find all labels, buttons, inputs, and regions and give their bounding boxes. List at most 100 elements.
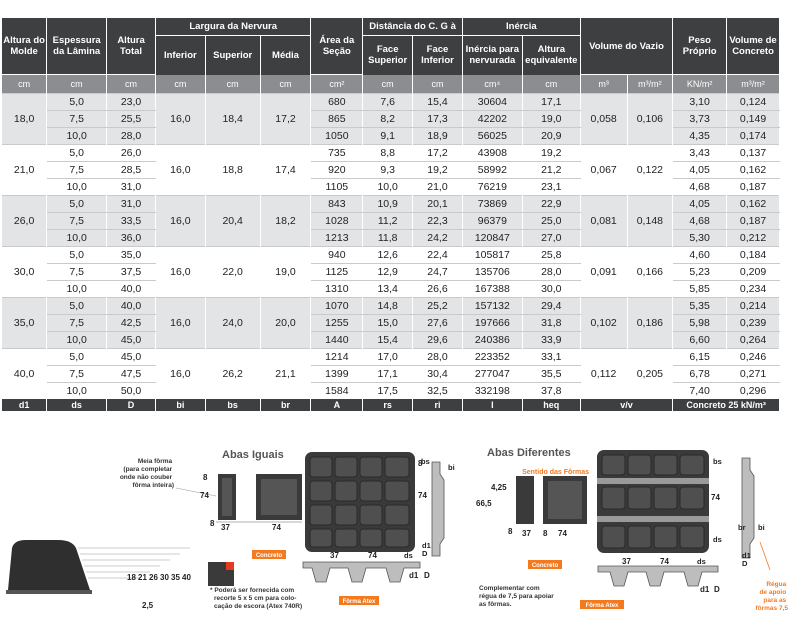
table-cell: 7,40 <box>672 382 728 399</box>
table-cell: 0,091 <box>580 246 628 298</box>
height-label: 21 <box>138 573 147 582</box>
dim-74-left: 74 <box>200 491 209 500</box>
unit-cell: m³ <box>580 74 628 94</box>
table-cell: 5,98 <box>672 314 728 332</box>
table-cell: 22,0 <box>205 246 261 298</box>
table-cell: 17,3 <box>412 110 463 128</box>
table-cell: 3,10 <box>672 93 728 111</box>
header-row-2: Inferior Superior Média Face Superior Fa… <box>2 35 780 75</box>
table-cell: 28,5 <box>106 161 156 179</box>
table-cell: 0,239 <box>726 314 780 332</box>
dim-8-left-top: 8 <box>203 473 208 482</box>
table-cell: 16,0 <box>155 93 206 145</box>
height-label: 30 <box>160 573 169 582</box>
table-cell: 277047 <box>462 365 523 383</box>
form-side-base <box>6 590 92 594</box>
table-cell: 865 <box>310 110 364 128</box>
table-cell: 0,234 <box>726 280 780 298</box>
table-cell: 940 <box>310 246 364 264</box>
table-cell: 18,8 <box>205 144 261 196</box>
table-cell: 42,5 <box>106 314 156 332</box>
symbol-cell: D <box>106 399 156 411</box>
col-altura-molde: Altura do Molde <box>2 18 48 75</box>
table-cell: 0,081 <box>580 195 628 247</box>
table-cell: 8,2 <box>362 110 414 128</box>
table-cell: 37,8 <box>522 382 581 399</box>
table-cell: 0,102 <box>580 297 628 349</box>
table-cell: 30604 <box>462 93 523 111</box>
dim-8-left-bottom: 8 <box>210 519 215 528</box>
table-cell: 32,5 <box>412 382 463 399</box>
table-row: 7,5 47,5 1399 17,1 30,4 277047 35,5 6,78 0,271 <box>2 365 780 383</box>
table-cell: 0,186 <box>627 297 674 349</box>
lbl-bi-right: bi <box>758 523 765 532</box>
table-cell: 0,162 <box>726 195 780 213</box>
table-cell: 18,0 <box>2 93 48 145</box>
table-cell: 0,296 <box>726 382 780 399</box>
table-cell: 73869 <box>462 195 523 213</box>
lbl-bs-right: bs <box>713 457 722 466</box>
table-cell: 0,184 <box>726 246 780 264</box>
table-cell: 16,0 <box>155 297 206 349</box>
unit-cell: cm <box>155 74 206 94</box>
height-label: 26 <box>149 573 158 582</box>
table-cell: 26,0 <box>106 144 156 162</box>
table-cell: 19,2 <box>412 161 463 179</box>
table-cell: 197666 <box>462 314 523 332</box>
table-cell: 0,174 <box>726 127 780 145</box>
table-row: 35,0 5,0 40,0 16,0 24,0 20,0 1070 14,8 25,2 15713… <box>2 297 780 349</box>
table-cell: 20,4 <box>205 195 261 247</box>
half-form-right <box>516 476 534 524</box>
table-cell: 10,0 <box>46 178 108 196</box>
col-espessura-lamina: Espessura da Lâmina <box>46 18 108 75</box>
table-cell: 33,5 <box>106 212 156 230</box>
dim-4-25: 4,25 <box>491 483 507 492</box>
col-media: Média <box>260 35 312 75</box>
regua-note: Régua de apoio para as fôrmas 7,5 <box>755 581 788 612</box>
table-cell: 28,0 <box>106 127 156 145</box>
table-cell: 0,137 <box>726 144 780 162</box>
lbl-D-slab-left: D <box>424 571 430 580</box>
table-cell: 17,0 <box>362 348 414 366</box>
table-cell: 10,0 <box>362 178 414 196</box>
table-cell: 21,0 <box>412 178 463 196</box>
symbol-cell: v/v <box>580 399 674 411</box>
table-cell: 1125 <box>310 263 364 281</box>
table-row: 26,0 5,0 31,0 16,0 20,4 18,2 843 10,9 20,1 73869 2… <box>2 195 780 247</box>
table-cell: 0,271 <box>726 365 780 383</box>
symbol-cell: A <box>310 399 364 411</box>
lbl-ds-left: ds <box>404 551 413 560</box>
table-cell: 12,6 <box>362 246 414 264</box>
table-cell: 0,264 <box>726 331 780 349</box>
table-cell: 50,0 <box>106 382 156 399</box>
table-cell: 42202 <box>462 110 523 128</box>
table-cell: 17,5 <box>362 382 414 399</box>
table-cell: 11,8 <box>362 229 414 247</box>
lbl-d1-left: d1 <box>422 541 431 550</box>
rib-profile-right <box>741 457 755 559</box>
table-cell: 31,0 <box>106 195 156 213</box>
callout-concreto-left-text: Concreto <box>256 553 283 559</box>
callout-forma-atex-left-text: Fôrma Atex <box>343 599 376 605</box>
table-cell: 5,0 <box>46 93 108 111</box>
unit-cell: cm <box>205 74 261 94</box>
table-row: 10,0 40,0 1310 13,4 26,6 167388 30,0 5,85 0,234 <box>2 280 780 298</box>
table-cell: 135706 <box>462 263 523 281</box>
table-cell: 12,9 <box>362 263 414 281</box>
table-cell: 0,187 <box>726 212 780 230</box>
lbl-ds-slab-right: ds <box>697 557 706 566</box>
table-row: 21,0 5,0 26,0 16,0 18,8 17,4 735 8,8 17,2 43908 19… <box>2 144 780 196</box>
lbl-D-left: D <box>422 549 428 558</box>
table-cell: 45,0 <box>106 348 156 366</box>
callout-concreto-right-text: Concreto <box>532 563 559 569</box>
table-cell: 24,2 <box>412 229 463 247</box>
callout-forma-atex-right <box>580 600 624 609</box>
table-row: 18,0 5,0 23,0 16,0 18,4 17,2 680 7,6 15,4 30604 17… <box>2 93 780 145</box>
table-cell: 680 <box>310 93 364 111</box>
table-cell: 5,23 <box>672 263 728 281</box>
table-cell: 8,8 <box>362 144 414 162</box>
lbl-D-right: D <box>742 559 748 568</box>
table-cell: 843 <box>310 195 364 213</box>
table-cell: 17,1 <box>522 93 581 111</box>
